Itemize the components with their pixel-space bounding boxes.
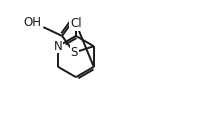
Text: Cl: Cl bbox=[70, 17, 82, 30]
Text: OH: OH bbox=[24, 16, 42, 29]
Text: N: N bbox=[54, 40, 62, 53]
Text: S: S bbox=[71, 46, 78, 59]
